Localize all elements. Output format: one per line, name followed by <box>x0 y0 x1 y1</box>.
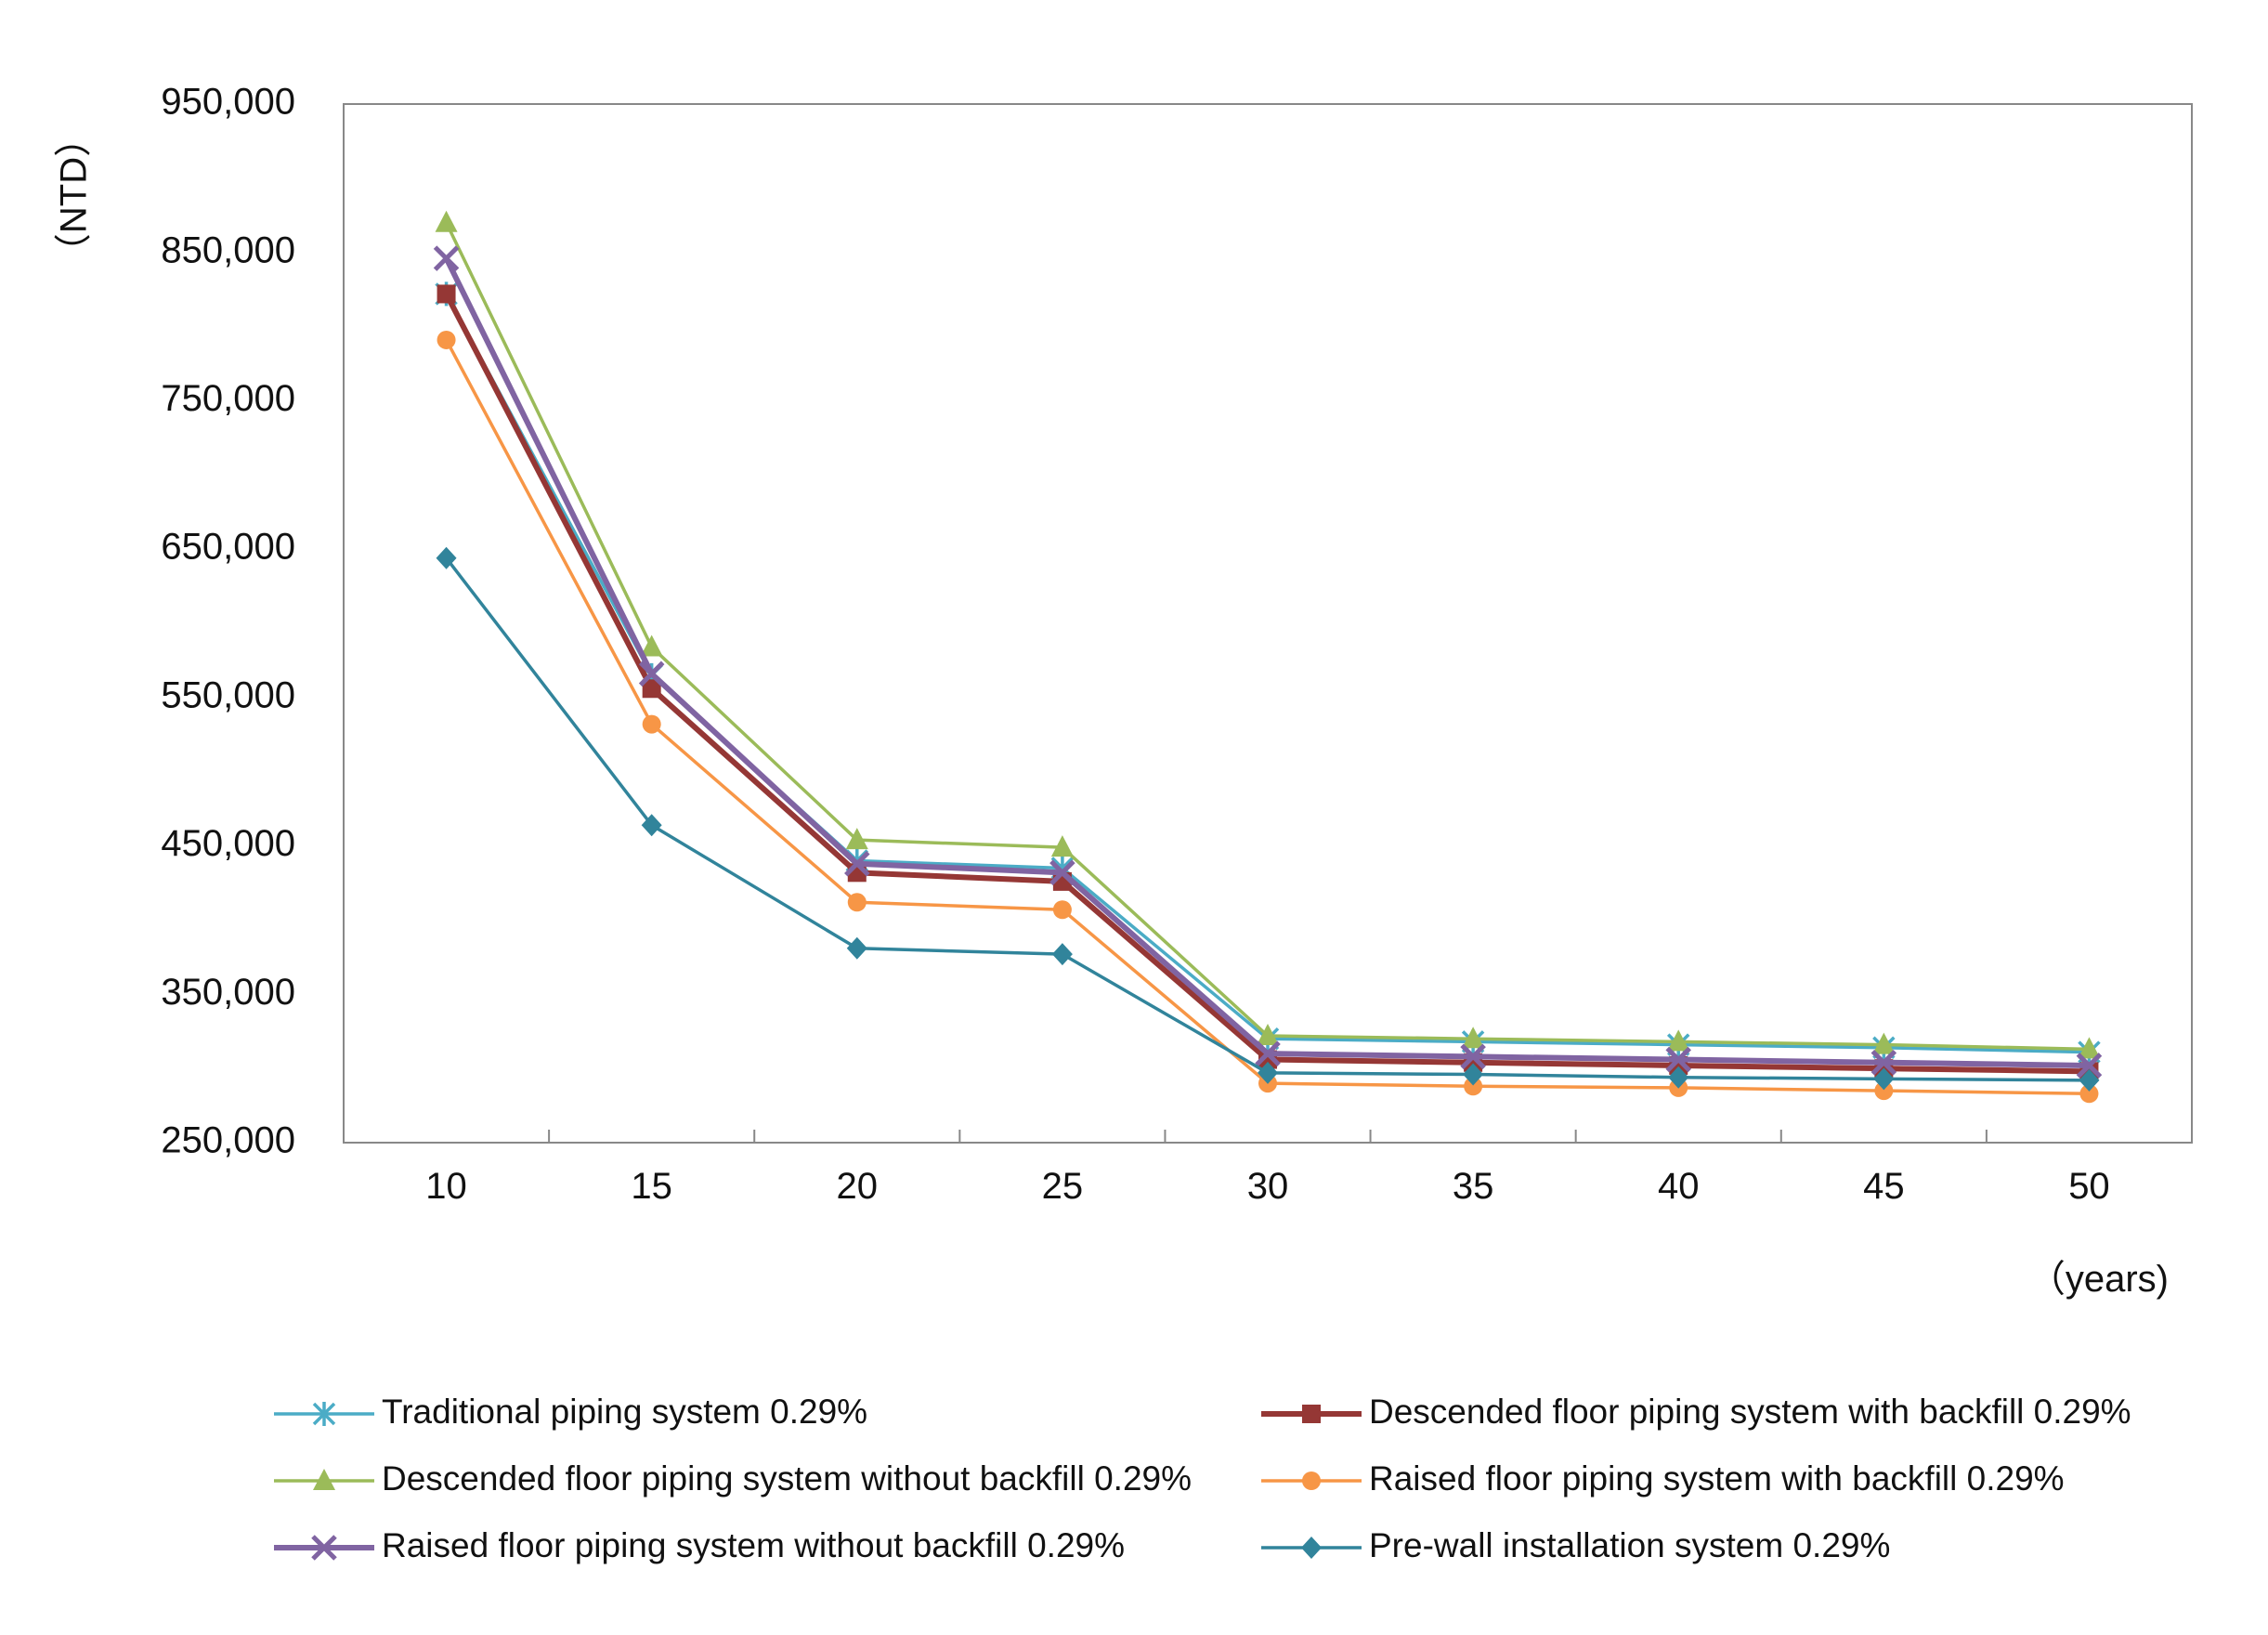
y-tick-label: 550,000 <box>161 674 295 715</box>
data-point <box>1667 1029 1690 1052</box>
data-point <box>2076 1053 2103 1079</box>
y-tick-label: 350,000 <box>161 972 295 1013</box>
series-group <box>433 245 2103 1079</box>
legend-item: Raised floor piping system without backf… <box>274 1526 1125 1564</box>
legend-swatch-marker <box>1302 1472 1321 1490</box>
y-tick-label: 250,000 <box>161 1120 295 1161</box>
data-point <box>1463 1063 1484 1086</box>
data-point <box>436 546 457 569</box>
y-axis-ticks: 950,000 850,000 750,000 650,000 550,000 450,0… <box>161 82 295 1161</box>
y-tick-label: 750,000 <box>161 378 295 419</box>
data-point <box>1052 900 1072 920</box>
y-tick-label: 950,000 <box>161 82 295 123</box>
data-point <box>1665 1046 1691 1073</box>
y-tick-label: 450,000 <box>161 823 295 864</box>
legend-swatch-marker <box>1302 1405 1321 1423</box>
data-point <box>1258 1061 1278 1084</box>
data-point <box>1257 1024 1279 1046</box>
legend-label: Descended floor piping system with backf… <box>1369 1393 2131 1431</box>
legend-swatch-marker <box>312 1402 336 1426</box>
legend-item: Pre-wall installation system 0.29% <box>1261 1526 1890 1564</box>
y-axis-title: （NTD） <box>54 120 95 270</box>
x-axis-title: （years) <box>2028 1259 2169 1300</box>
data-point <box>1668 1066 1689 1089</box>
legend-label: Traditional piping system 0.29% <box>382 1393 867 1431</box>
data-point <box>1873 1067 1895 1091</box>
data-point <box>638 661 665 687</box>
y-tick-label: 650,000 <box>161 527 295 568</box>
legend-label: Raised floor piping system without backf… <box>382 1526 1125 1564</box>
legend-swatch-marker <box>1301 1537 1322 1559</box>
data-point <box>1870 1049 1897 1076</box>
x-tick-label: 20 <box>837 1166 879 1207</box>
legend-item: Descended floor piping system with backf… <box>1261 1393 2131 1431</box>
x-tick-label: 25 <box>1042 1166 1084 1207</box>
data-point <box>844 850 870 877</box>
data-point <box>1460 1043 1486 1070</box>
data-point <box>2079 1084 2099 1104</box>
legend-swatch-marker <box>311 1535 337 1561</box>
data-point <box>437 330 456 349</box>
legend-item: Raised floor piping system with backfill… <box>1261 1459 2065 1498</box>
data-point <box>1050 835 1074 857</box>
data-point <box>1051 943 1073 966</box>
legend: Traditional piping system 0.29% Descended… <box>274 1393 2131 1564</box>
x-tick-label: 40 <box>1658 1166 1700 1207</box>
x-tick-label: 30 <box>1247 1166 1289 1207</box>
data-point <box>437 284 456 304</box>
data-point <box>1874 1081 1894 1101</box>
data-point <box>2079 1068 2100 1092</box>
y-tick-label: 850,000 <box>161 229 295 270</box>
data-point <box>1872 1032 1896 1054</box>
x-tick-label: 10 <box>425 1166 467 1207</box>
legend-item: Descended floor piping system without ba… <box>274 1459 1192 1498</box>
data-point <box>642 714 661 734</box>
data-point <box>1049 859 1075 886</box>
series-group <box>435 210 2101 1059</box>
x-tick-label: 35 <box>1453 1166 1494 1207</box>
legend-label: Raised floor piping system with backfill… <box>1369 1459 2065 1498</box>
data-point <box>845 828 868 850</box>
data-point <box>640 634 663 657</box>
data-point <box>1464 1077 1483 1096</box>
x-axis-ticks: 10 15 20 25 30 35 40 45 50 <box>425 1130 2110 1207</box>
legend-label: Pre-wall installation system 0.29% <box>1369 1526 1890 1564</box>
series-layer <box>433 210 2103 1104</box>
x-tick-label: 15 <box>631 1166 672 1207</box>
x-tick-label: 50 <box>2068 1166 2110 1207</box>
data-point <box>642 679 661 699</box>
series-group <box>436 546 2100 1092</box>
legend-item: Traditional piping system 0.29% <box>274 1393 867 1431</box>
data-point <box>1255 1040 1281 1066</box>
data-point <box>433 245 460 271</box>
legend-label: Descended floor piping system without ba… <box>382 1459 1192 1498</box>
x-tick-label: 45 <box>1863 1166 1905 1207</box>
plot-area <box>343 103 2193 1144</box>
data-point <box>435 210 458 232</box>
legend-swatch-marker <box>313 1469 335 1490</box>
data-point <box>846 936 867 960</box>
data-point <box>847 893 867 912</box>
data-point <box>1462 1027 1485 1049</box>
data-point <box>2078 1037 2101 1059</box>
data-point <box>641 814 662 837</box>
